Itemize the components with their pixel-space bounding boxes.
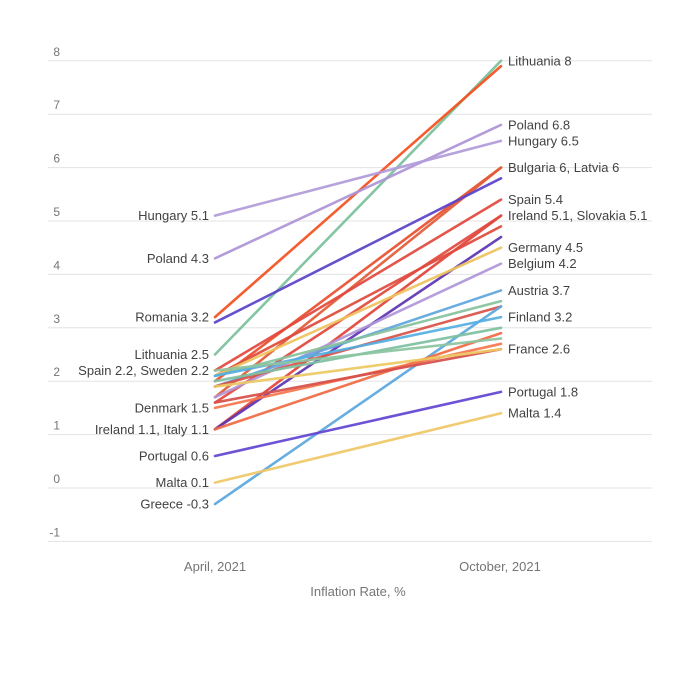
y-tick-label--1: -1 xyxy=(49,525,60,539)
right-label-5: Ireland 5.1, Slovakia 5.1 xyxy=(508,208,647,223)
left-label-8: Malta 0.1 xyxy=(156,475,209,490)
y-tick-label-0: 0 xyxy=(53,472,60,486)
right-label-9: Finland 3.2 xyxy=(508,310,572,325)
y-tick-label-8: 8 xyxy=(53,45,60,59)
y-tick-label-2: 2 xyxy=(53,365,60,379)
slope-lines-group xyxy=(213,59,503,506)
right-label-10: France 2.6 xyxy=(508,342,570,357)
slope-line-spain xyxy=(213,198,503,372)
slope-line-croatia xyxy=(213,299,503,378)
left-label-9: Greece -0.3 xyxy=(140,497,209,512)
y-axis-tick-labels: 8 7 6 5 4 3 2 1 0 -1 xyxy=(49,45,60,540)
slope-line-poland xyxy=(213,123,503,260)
left-label-3: Lithuania 2.5 xyxy=(135,347,209,362)
slope-line-slovenia xyxy=(213,225,503,378)
left-label-5: Denmark 1.5 xyxy=(135,400,209,415)
slope-line-sweden xyxy=(213,337,503,372)
y-tick-label-3: 3 xyxy=(53,312,60,326)
left-label-7: Portugal 0.6 xyxy=(139,448,209,463)
slope-line-germany xyxy=(213,246,503,378)
y-tick-label-5: 5 xyxy=(53,205,60,219)
x-category-october: October, 2021 xyxy=(459,559,541,574)
left-label-4: Spain 2.2, Sweden 2.2 xyxy=(78,363,209,378)
y-tick-label-1: 1 xyxy=(53,419,60,433)
y-tick-label-6: 6 xyxy=(53,152,60,166)
left-label-0: Hungary 5.1 xyxy=(138,208,209,223)
y-tick-label-4: 4 xyxy=(53,258,60,272)
slope-line-portugal xyxy=(213,390,503,458)
right-label-12: Malta 1.4 xyxy=(508,406,561,421)
slope-line-lithuania xyxy=(213,59,503,356)
slope-line-italy xyxy=(213,331,503,431)
slope-line-belgium xyxy=(213,262,503,399)
right-label-4: Spain 5.4 xyxy=(508,192,563,207)
slope-line-hungary xyxy=(213,139,503,217)
right-label-2: Hungary 6.5 xyxy=(508,133,579,148)
left-label-6: Ireland 1.1, Italy 1.1 xyxy=(95,422,209,437)
slope-line-luxembourg xyxy=(213,347,503,388)
right-label-6: Germany 4.5 xyxy=(508,240,583,255)
right-label-1: Poland 6.8 xyxy=(508,117,570,132)
y-tick-label-7: 7 xyxy=(53,98,60,112)
slope-line-latvia xyxy=(213,166,503,399)
left-label-1: Poland 4.3 xyxy=(147,251,209,266)
slope-line-france xyxy=(213,347,503,404)
right-label-8: Austria 3.7 xyxy=(508,283,570,298)
right-label-7: Belgium 4.2 xyxy=(508,256,577,271)
country-labels-group: Hungary 5.1 Poland 4.3 Romania 3.2 Lithuani… xyxy=(78,53,647,511)
x-axis-title: Inflation Rate, % xyxy=(310,584,406,599)
x-category-april: April, 2021 xyxy=(184,559,246,574)
right-label-0: Lithuania 8 xyxy=(508,53,572,68)
left-label-2: Romania 3.2 xyxy=(135,310,209,325)
right-label-3: Bulgaria 6, Latvia 6 xyxy=(508,160,619,175)
slope-line-czechia xyxy=(213,176,503,324)
slope-line-malta xyxy=(213,411,503,484)
right-label-11: Portugal 1.8 xyxy=(508,384,578,399)
